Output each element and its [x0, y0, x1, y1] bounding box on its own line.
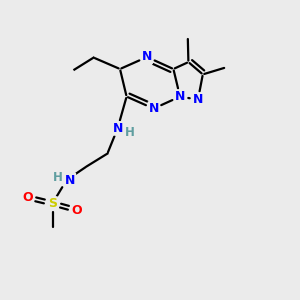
Text: O: O	[71, 203, 82, 217]
Text: N: N	[148, 102, 159, 115]
Text: N: N	[142, 50, 152, 64]
Text: H: H	[53, 171, 63, 184]
Text: O: O	[22, 191, 33, 204]
Text: H: H	[125, 125, 134, 139]
Text: N: N	[112, 122, 123, 135]
Text: S: S	[48, 197, 57, 210]
Text: N: N	[175, 90, 185, 103]
Text: N: N	[193, 93, 203, 106]
Text: N: N	[65, 173, 75, 187]
